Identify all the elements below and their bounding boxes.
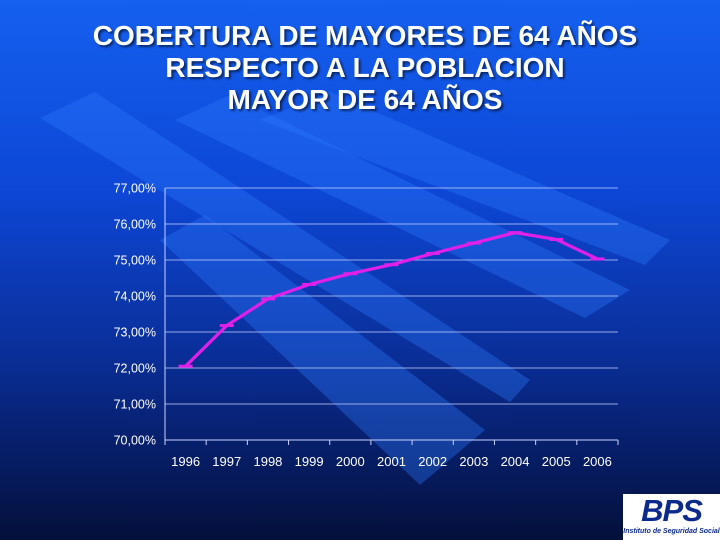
x-tick-label: 2001 xyxy=(377,454,406,469)
y-tick-label: 73,00% xyxy=(114,326,156,340)
logo-subtitle: Instituto de Seguridad Social xyxy=(623,528,720,535)
x-tick-label: 2006 xyxy=(583,454,612,469)
bps-logo: BPS Instituto de Seguridad Social xyxy=(623,494,720,540)
title-line-1: COBERTURA DE MAYORES DE 64 AÑOS xyxy=(92,20,638,51)
y-tick-label: 75,00% xyxy=(114,254,156,268)
x-tick-label: 2000 xyxy=(336,454,365,469)
logo-text: BPS xyxy=(641,493,703,528)
y-tick-label: 72,00% xyxy=(114,362,156,376)
x-tick-label: 2002 xyxy=(418,454,447,469)
x-tick-label: 2004 xyxy=(501,454,530,469)
y-tick-label: 76,00% xyxy=(114,218,156,232)
x-tick-label: 1997 xyxy=(212,454,241,469)
y-tick-label: 70,00% xyxy=(114,434,156,448)
y-tick-label: 71,00% xyxy=(114,398,156,412)
series-line xyxy=(184,231,599,368)
x-tick-label: 2003 xyxy=(459,454,488,469)
x-tick-label: 2005 xyxy=(542,454,571,469)
x-tick-label: 1998 xyxy=(253,454,282,469)
title-line-2: RESPECTO A LA POBLACION xyxy=(165,52,565,83)
page-title: COBERTURA DE MAYORES DE 64 AÑOS RESPECTO… xyxy=(10,20,720,116)
x-tick-label: 1996 xyxy=(171,454,200,469)
y-tick-label: 74,00% xyxy=(114,290,156,304)
title-line-3: MAYOR DE 64 AÑOS xyxy=(227,84,503,115)
x-tick-label: 1999 xyxy=(295,454,324,469)
y-tick-label: 77,00% xyxy=(114,182,156,196)
